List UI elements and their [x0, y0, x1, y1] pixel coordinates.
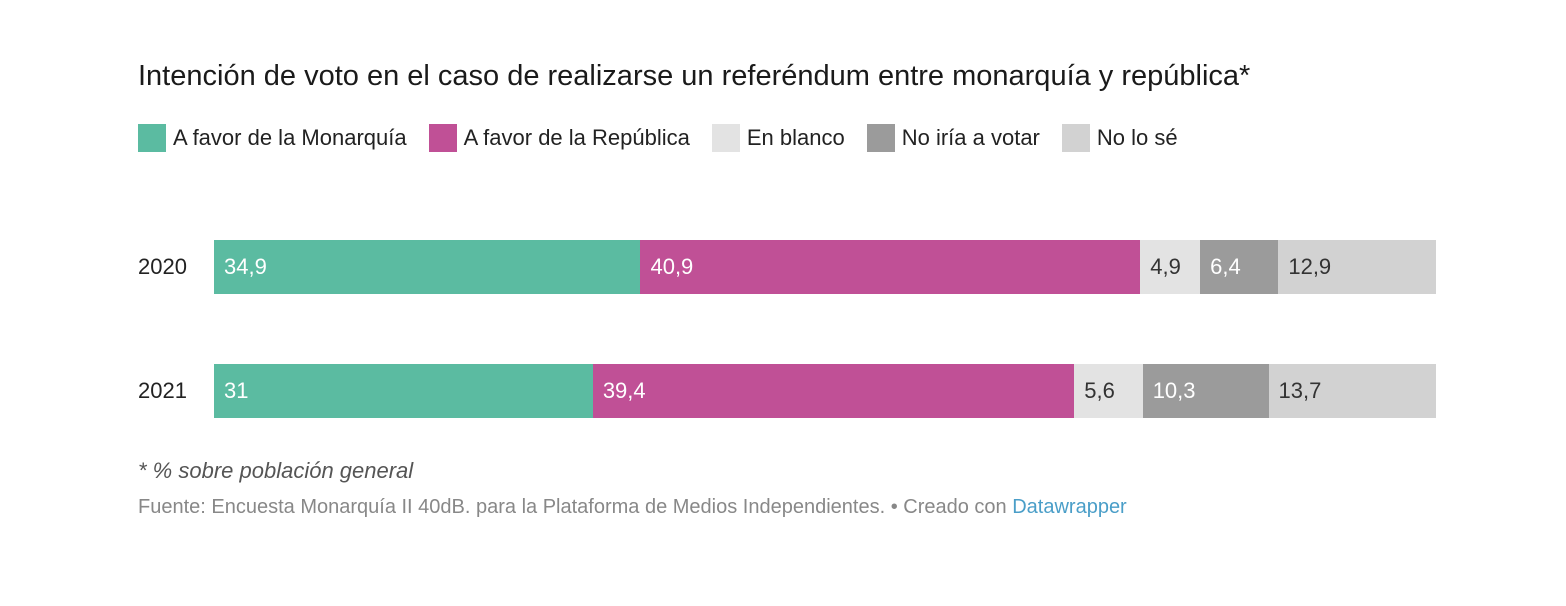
legend-swatch-monarquia: [138, 124, 166, 152]
datawrapper-link[interactable]: Datawrapper: [1012, 496, 1127, 518]
bar-segment-no-votaria-2021: 10,3: [1142, 364, 1269, 418]
bar-segment-monarquia-2020: 34,9: [214, 240, 641, 294]
legend-label-monarquia: A favor de la Monarquía: [173, 125, 407, 150]
footnote: * % sobre población general: [138, 458, 414, 483]
bar-segment-republica-2020: 40,9: [640, 240, 1141, 294]
bar-segment-republica-2021: 39,4: [592, 364, 1075, 418]
value-label-no-votaria-2021: 10,3: [1152, 378, 1196, 403]
legend-label-en-blanco: En blanco: [746, 125, 845, 150]
stacked-bar-2021: 31 39,4 5,6 10,3 13,7: [214, 364, 1436, 418]
bar-segment-no-lo-se-2021: 13,7: [1268, 364, 1436, 418]
value-label-en-blanco-2021: 5,6: [1084, 378, 1115, 403]
legend-item-no-lo-se: No lo sé: [1061, 124, 1178, 152]
legend-label-no-lo-se: No lo sé: [1096, 125, 1178, 150]
value-label-monarquia-2020: 34,9: [224, 254, 267, 279]
value-label-no-lo-se-2021: 13,7: [1278, 378, 1322, 403]
legend-label-republica: A favor de la República: [463, 125, 690, 150]
source-text: Fuente: Encuesta Monarquía II 40dB. para…: [138, 496, 1013, 518]
value-label-republica-2021: 39,4: [602, 378, 646, 403]
row-label-2020: 2020: [138, 254, 187, 279]
legend: A favor de la Monarquía A favor de la Re…: [138, 122, 1200, 154]
bar-row-2020: 2020 34,9 40,9 4,9 6,4 12,9: [138, 240, 1436, 294]
legend-swatch-republica: [428, 124, 457, 152]
bar-segment-no-votaria-2020: 6,4: [1200, 240, 1279, 294]
chart-title: Intención de voto en el caso de realizar…: [138, 60, 1251, 92]
value-label-en-blanco-2020: 4,9: [1150, 254, 1181, 279]
legend-swatch-no-lo-se: [1061, 124, 1090, 152]
legend-label-no-votaria: No iría a votar: [901, 125, 1040, 150]
value-label-republica-2020: 40,9: [650, 254, 694, 279]
legend-swatch-no-votaria: [866, 124, 895, 152]
bar-segment-en-blanco-2021: 5,6: [1074, 364, 1143, 418]
bar-segment-no-lo-se-2020: 12,9: [1278, 240, 1436, 294]
value-label-monarquia-2021: 31: [224, 378, 249, 403]
legend-item-republica: A favor de la República: [428, 124, 690, 152]
source-line: Fuente: Encuesta Monarquía II 40dB. para…: [138, 496, 1127, 519]
legend-swatch-en-blanco: [711, 124, 740, 152]
stacked-bar-chart: 2020 34,9 40,9 4,9 6,4 12,9 2021 31 39,4 5,6 10…: [138, 230, 1438, 430]
legend-item-no-votaria: No iría a votar: [866, 124, 1040, 152]
legend-item-en-blanco: En blanco: [711, 124, 845, 152]
bar-row-2021: 2021 31 39,4 5,6 10,3 13,7: [138, 364, 1436, 418]
legend-item-monarquia: A favor de la Monarquía: [138, 124, 407, 152]
value-label-no-votaria-2020: 6,4: [1210, 254, 1241, 279]
row-label-2021: 2021: [138, 378, 187, 403]
value-label-no-lo-se-2020: 12,9: [1288, 254, 1332, 279]
bar-segment-monarquia-2021: 31: [214, 364, 593, 418]
stacked-bar-2020: 34,9 40,9 4,9 6,4 12,9: [214, 240, 1436, 294]
bar-segment-en-blanco-2020: 4,9: [1140, 240, 1201, 294]
